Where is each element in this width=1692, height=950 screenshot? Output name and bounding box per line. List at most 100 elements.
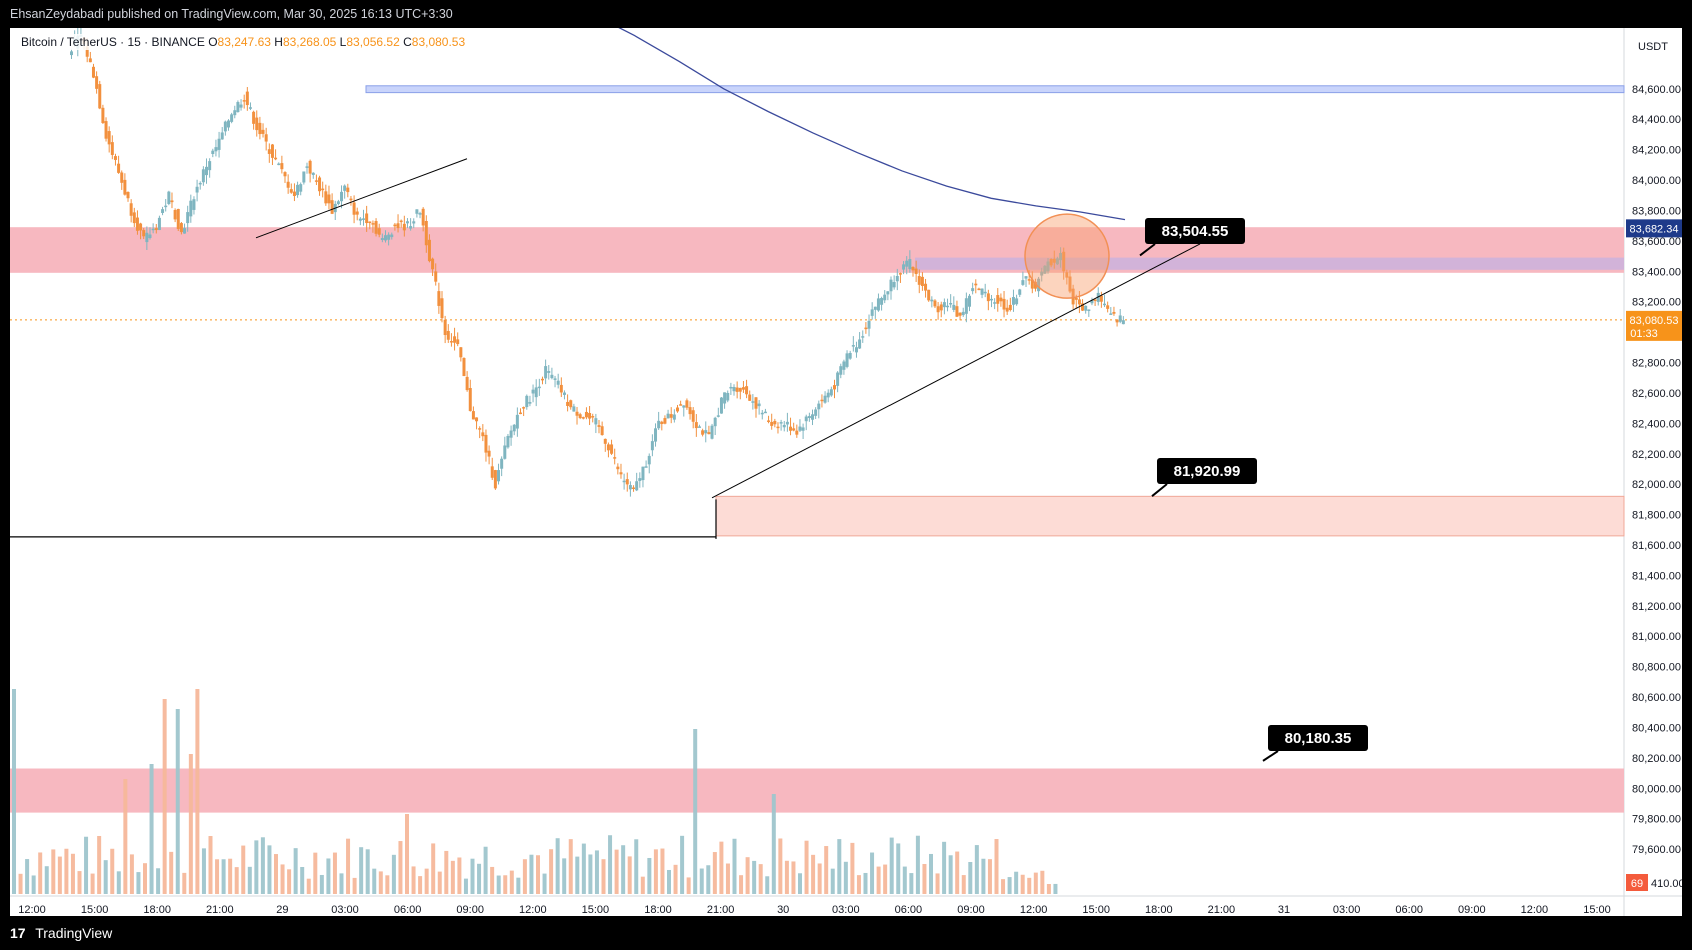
candle-body	[459, 347, 463, 358]
volume-bar	[784, 860, 789, 894]
volume-bar	[509, 870, 514, 894]
candle-body	[993, 302, 997, 304]
candle-body	[738, 387, 742, 392]
volume-bar	[175, 709, 180, 894]
candle-body	[952, 304, 956, 310]
volume-bar	[57, 856, 62, 894]
candle-body	[754, 397, 758, 409]
candle-body	[336, 201, 340, 205]
candle-body	[839, 366, 843, 375]
volume-bar	[522, 859, 527, 894]
candle-body	[98, 84, 102, 109]
volume-bar	[922, 863, 927, 894]
y-tick-label: 83,800.00	[1632, 205, 1681, 217]
candle-body	[547, 371, 551, 373]
volume-bar	[601, 859, 606, 894]
candle-body	[782, 424, 786, 428]
candle-body	[299, 184, 303, 192]
candle-body	[974, 283, 978, 286]
price-chart[interactable]: 83,504.55 81,920.99 80,180.35 USDT 84,600.00…	[10, 12, 1685, 916]
candle-body	[895, 275, 899, 282]
volume-bar	[64, 848, 69, 894]
symbol-name: Bitcoin / TetherUS · 15 · BINANCE	[21, 35, 205, 49]
y-tick-label: 82,000.00	[1632, 479, 1681, 491]
candle-body	[176, 208, 180, 229]
volume-bar	[319, 874, 324, 894]
candle-body	[1018, 289, 1022, 295]
candle-body	[644, 466, 648, 468]
candle-body	[980, 288, 984, 295]
volume-bar	[463, 878, 468, 894]
volume-bar	[581, 843, 586, 894]
candle-body	[91, 66, 95, 78]
candle-body	[710, 425, 714, 439]
candle-body	[1055, 258, 1059, 265]
candle-body	[245, 91, 249, 106]
y-tick-label: 80,400.00	[1632, 722, 1681, 734]
candle-body	[807, 416, 811, 419]
candle-body	[368, 221, 372, 224]
support-zone-lower	[10, 768, 1624, 813]
volume-bar	[405, 814, 409, 894]
volume-bar	[234, 867, 239, 894]
candle-body	[886, 291, 890, 295]
x-tick-label: 15:00	[582, 904, 610, 916]
candle-body	[1037, 278, 1041, 292]
candle-body	[883, 294, 887, 301]
volume-bar	[129, 854, 134, 894]
candle-body	[183, 228, 187, 234]
candle-body	[836, 372, 840, 386]
candle-body	[685, 400, 689, 408]
candle-body	[1093, 299, 1097, 301]
chart-frame[interactable]: 83,504.55 81,920.99 80,180.35 USDT 84,600.00…	[10, 12, 1685, 916]
volume-bar	[883, 864, 888, 894]
candle-body	[1011, 297, 1015, 305]
volume-bar	[660, 848, 665, 894]
volume-bar	[568, 839, 573, 894]
candle-body	[161, 209, 165, 213]
candle-body	[942, 302, 946, 308]
volume-bar	[529, 854, 534, 894]
candle-body	[170, 200, 174, 203]
candle-body	[497, 470, 501, 482]
volume-bar	[1001, 879, 1006, 894]
volume-bar	[929, 853, 933, 894]
candle-body	[767, 420, 771, 422]
candle-body	[559, 384, 563, 393]
volume-bar	[817, 863, 822, 894]
candle-body	[858, 339, 862, 349]
volume-bar	[981, 858, 986, 894]
volume-bar	[771, 794, 776, 894]
volume-bar	[97, 835, 102, 894]
volume-bar	[483, 846, 488, 894]
volume-bar	[300, 866, 305, 894]
volume-bar	[1046, 883, 1051, 894]
volume-bar	[1014, 871, 1019, 894]
candle-body	[889, 279, 893, 292]
candle-body	[600, 426, 604, 436]
candle-body	[465, 376, 469, 391]
volume-bar	[778, 838, 783, 894]
volume-bar	[647, 857, 652, 894]
candle-body	[311, 172, 315, 175]
y-tick-label: 82,400.00	[1632, 418, 1681, 430]
volume-bar	[365, 849, 370, 894]
volume-bar	[25, 859, 30, 894]
volume-bar	[143, 863, 147, 894]
candle-body	[795, 430, 799, 435]
candle-body	[566, 401, 570, 406]
close-value: 83,080.53	[411, 35, 466, 49]
candle-body	[936, 306, 940, 313]
candle-body	[120, 172, 124, 183]
volume-bar	[555, 838, 560, 894]
candle-body	[305, 166, 309, 168]
volume-bar	[634, 839, 639, 894]
volume-bar	[306, 878, 311, 894]
candle-body	[983, 291, 987, 294]
candle-body	[198, 182, 202, 185]
candle-body	[968, 295, 972, 307]
candle-body	[434, 271, 438, 282]
x-tick-label: 09:00	[456, 904, 484, 916]
volume-bar	[680, 835, 685, 894]
candle-body	[632, 487, 636, 489]
